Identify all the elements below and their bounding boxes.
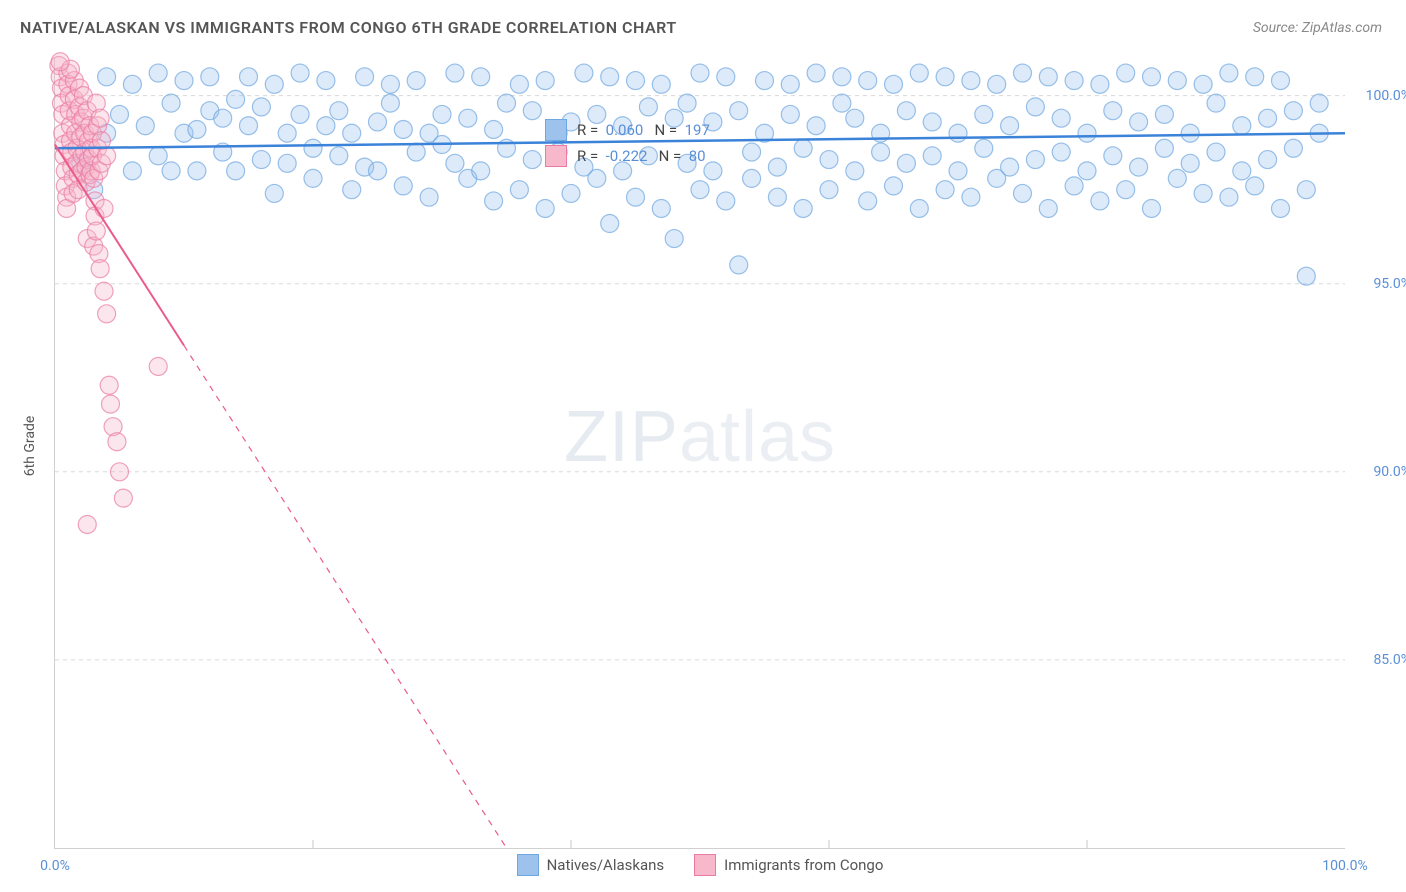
source-attribution: Source: ZipAtlas.com [1253, 20, 1382, 36]
source-name: ZipAtlas.com [1302, 20, 1382, 36]
y-tick-label: 95.0% [1351, 276, 1406, 292]
legend-swatch [545, 145, 567, 167]
legend-series: Natives/Alaskans Immigrants from Congo [55, 854, 1345, 876]
plot-area: ZIPatlas R = 0.060 N = 197R = -0.222 N =… [54, 58, 1345, 849]
legend-series-item: Natives/Alaskans [517, 854, 665, 876]
legend-swatch [694, 854, 716, 876]
x-tick-label: 0.0% [40, 858, 70, 874]
x-tick-label: 100.0% [1322, 858, 1367, 874]
legend-correlation-text: R = 0.060 N = 197 [577, 118, 710, 142]
legend-correlation-text: R = -0.222 N = 80 [577, 144, 706, 168]
legend-correlation-row: R = 0.060 N = 197 [545, 118, 710, 142]
source-prefix: Source: [1253, 20, 1298, 36]
chart-container: NATIVE/ALASKAN VS IMMIGRANTS FROM CONGO … [0, 0, 1406, 892]
legend-series-item: Immigrants from Congo [694, 854, 883, 876]
legend-correlation-row: R = -0.222 N = 80 [545, 144, 710, 168]
legend-correlation: R = 0.060 N = 197R = -0.222 N = 80 [545, 118, 710, 170]
legend-swatch [545, 119, 567, 141]
chart-title: NATIVE/ALASKAN VS IMMIGRANTS FROM CONGO … [20, 18, 677, 37]
y-tick-label: 90.0% [1351, 464, 1406, 480]
legend-series-label: Natives/Alaskans [547, 856, 665, 874]
y-tick-label: 100.0% [1351, 88, 1406, 104]
y-axis-label: 6th Grade [22, 416, 38, 477]
legend-series-label: Immigrants from Congo [724, 856, 883, 874]
trendline-layer [55, 58, 1345, 848]
y-tick-label: 85.0% [1351, 652, 1406, 668]
legend-swatch [517, 854, 539, 876]
